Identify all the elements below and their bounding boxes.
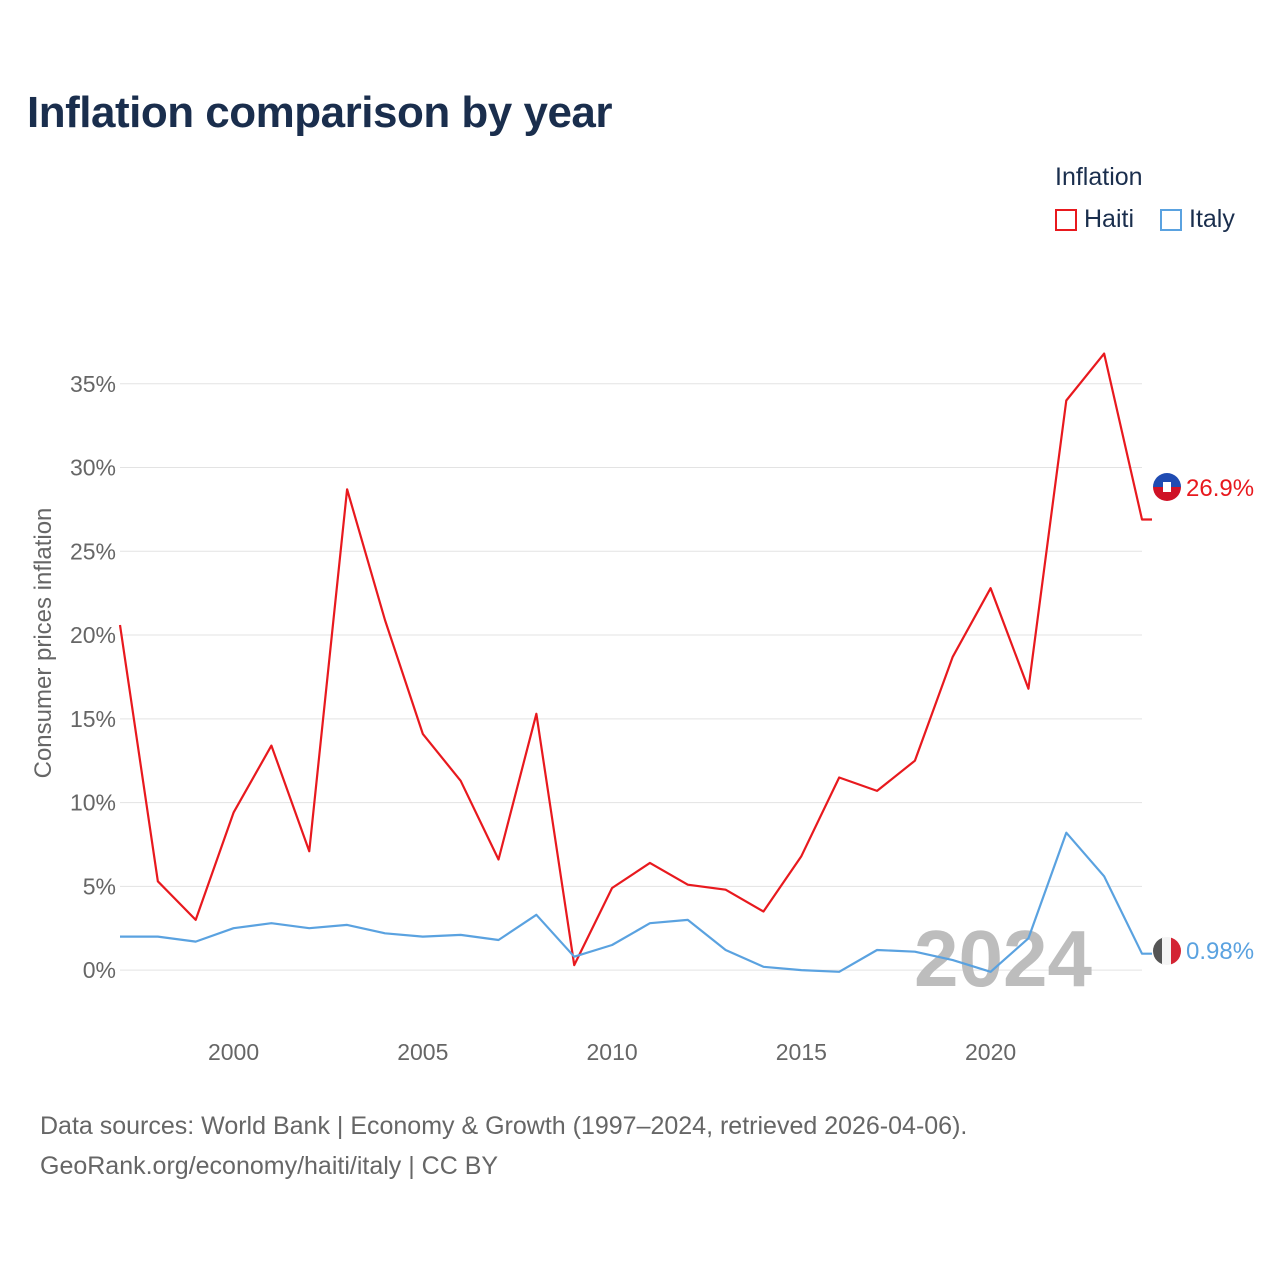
- series-line-italy[interactable]: [120, 831, 1152, 973]
- y-axis-label: Consumer prices inflation: [30, 508, 57, 779]
- y-tick-label: 10%: [70, 790, 116, 816]
- source-note: Data sources: World Bank | Economy & Gro…: [40, 1106, 967, 1186]
- line-chart: 0% 5% 10% 15% 20% 25% 30% 35% 2000 2005 2010 2015 2…: [30, 352, 1254, 1065]
- legend-swatch-haiti: [1055, 208, 1077, 231]
- y-tick-label: 25%: [70, 538, 116, 564]
- chart-title: Inflation comparison by year: [27, 88, 613, 137]
- x-tick-label: 2010: [586, 1039, 637, 1065]
- x-tick-label: 2005: [397, 1039, 448, 1065]
- legend-swatch-italy: [1160, 208, 1182, 231]
- series-line-haiti[interactable]: [118, 352, 1152, 967]
- legend-label-haiti: Haiti: [1084, 205, 1135, 233]
- legend-label-italy: Italy: [1189, 205, 1235, 233]
- italy-end-value-label: 0.98%: [1186, 938, 1254, 965]
- y-tick-label: 15%: [70, 706, 116, 732]
- haiti-end-value-label: 26.9%: [1186, 475, 1254, 502]
- legend-item-italy[interactable]: Italy: [1160, 205, 1235, 234]
- y-tick-label: 20%: [70, 622, 116, 648]
- y-tick-label: 35%: [70, 371, 116, 397]
- x-tick-label: 2000: [208, 1039, 259, 1065]
- haiti-flag-icon: [1153, 473, 1181, 501]
- x-tick-label: 2020: [965, 1039, 1016, 1065]
- y-tick-label: 0%: [83, 957, 116, 983]
- legend-title: Inflation: [1055, 163, 1143, 191]
- legend-item-haiti[interactable]: Haiti: [1055, 205, 1134, 234]
- italy-flag-icon: [1153, 937, 1181, 965]
- y-tick-label: 30%: [70, 455, 116, 481]
- source-line-2[interactable]: GeoRank.org/economy/haiti/italy | CC BY: [40, 1152, 499, 1180]
- source-line-1: Data sources: World Bank | Economy & Gro…: [40, 1112, 968, 1140]
- y-tick-label: 5%: [83, 873, 116, 899]
- x-tick-label: 2015: [776, 1039, 827, 1065]
